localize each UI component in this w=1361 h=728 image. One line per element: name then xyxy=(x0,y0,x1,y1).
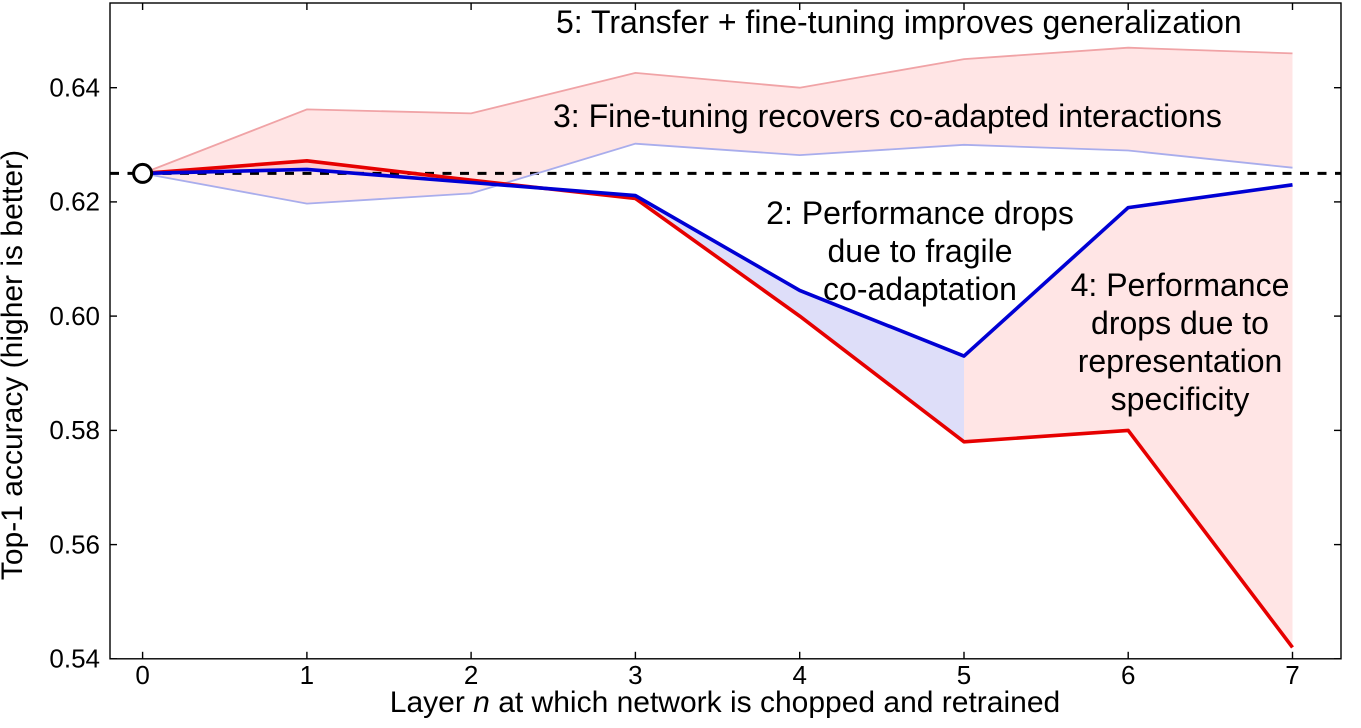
svg-text:0.56: 0.56 xyxy=(49,529,100,559)
svg-text:drops due to: drops due to xyxy=(1091,305,1269,341)
svg-text:3: Fine-tuning recovers co-ada: 3: Fine-tuning recovers co-adapted inter… xyxy=(553,98,1222,134)
svg-text:7: 7 xyxy=(1285,660,1299,690)
svg-text:0.58: 0.58 xyxy=(49,415,100,445)
svg-text:co-adaptation: co-adaptation xyxy=(823,271,1017,307)
svg-text:Layer n at which network is ch: Layer n at which network is chopped and … xyxy=(390,686,1060,719)
svg-text:0: 0 xyxy=(135,660,149,690)
svg-text:0.62: 0.62 xyxy=(49,187,100,217)
svg-text:1: 1 xyxy=(300,660,314,690)
svg-text:4: Performance: 4: Performance xyxy=(1071,267,1290,303)
svg-text:specificity: specificity xyxy=(1111,381,1250,417)
svg-text:0.60: 0.60 xyxy=(49,301,100,331)
svg-text:0.54: 0.54 xyxy=(49,644,100,674)
svg-text:due to fragile: due to fragile xyxy=(827,233,1012,269)
svg-text:6: 6 xyxy=(1121,660,1135,690)
svg-text:2: Performance drops: 2: Performance drops xyxy=(766,195,1074,231)
svg-text:5: Transfer + fine-tuning impr: 5: Transfer + fine-tuning improves gener… xyxy=(556,4,1242,40)
svg-text:Top-1 accuracy (higher is bett: Top-1 accuracy (higher is better) xyxy=(0,150,29,580)
svg-text:representation: representation xyxy=(1078,343,1283,379)
svg-text:0.64: 0.64 xyxy=(49,72,100,102)
